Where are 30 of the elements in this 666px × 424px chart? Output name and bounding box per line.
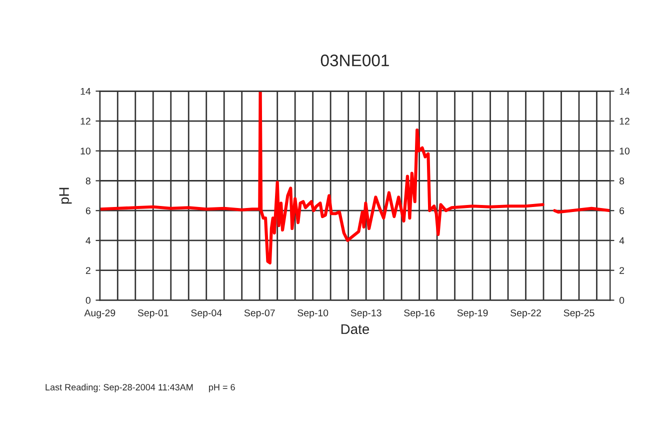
y2-tick-label: 2 [620,267,624,274]
y-tick-label: 4 [86,237,91,244]
x-tick-label: Sep-25 [564,309,594,318]
y2-tick-label: 6 [620,207,624,214]
x-tick-label: Aug-29 [84,309,116,318]
y2-tick-label: 8 [620,177,624,184]
y-tick-label: 12 [80,118,90,125]
x-tick-label: Sep-01 [138,309,168,318]
y-tick-label: 6 [86,207,90,214]
x-tick-label: Sep-07 [244,309,275,318]
x-tick-label: Sep-13 [350,309,382,318]
y2-tick-label: 0 [619,296,624,304]
y2-tick-label: 12 [620,118,630,125]
y-tick-label: 2 [86,267,90,274]
x-tick-label: Sep-10 [298,309,328,318]
y-tick-label: 8 [86,177,90,184]
x-tick-label: Sep-04 [191,309,222,318]
x-tick-label: Sep-16 [404,309,435,318]
x-axis-title: Date [341,324,370,334]
y2-tick-label: 4 [619,237,624,244]
x-tick-label: Sep-19 [457,309,488,318]
y2-tick-label: 14 [620,88,630,95]
y2-tick-label: 10 [620,148,630,154]
chart-title: 03NE001 [320,54,389,66]
x-tick-label: Sep-22 [510,309,541,318]
y-axis-title: pH [59,188,72,204]
y-tick-label: 0 [86,296,90,304]
y-tick-label: 14 [80,88,91,95]
text: Last Reading: Sep-28-2004 11:43AM pH = 6 [46,384,235,392]
y-tick-label: 10 [80,148,90,154]
